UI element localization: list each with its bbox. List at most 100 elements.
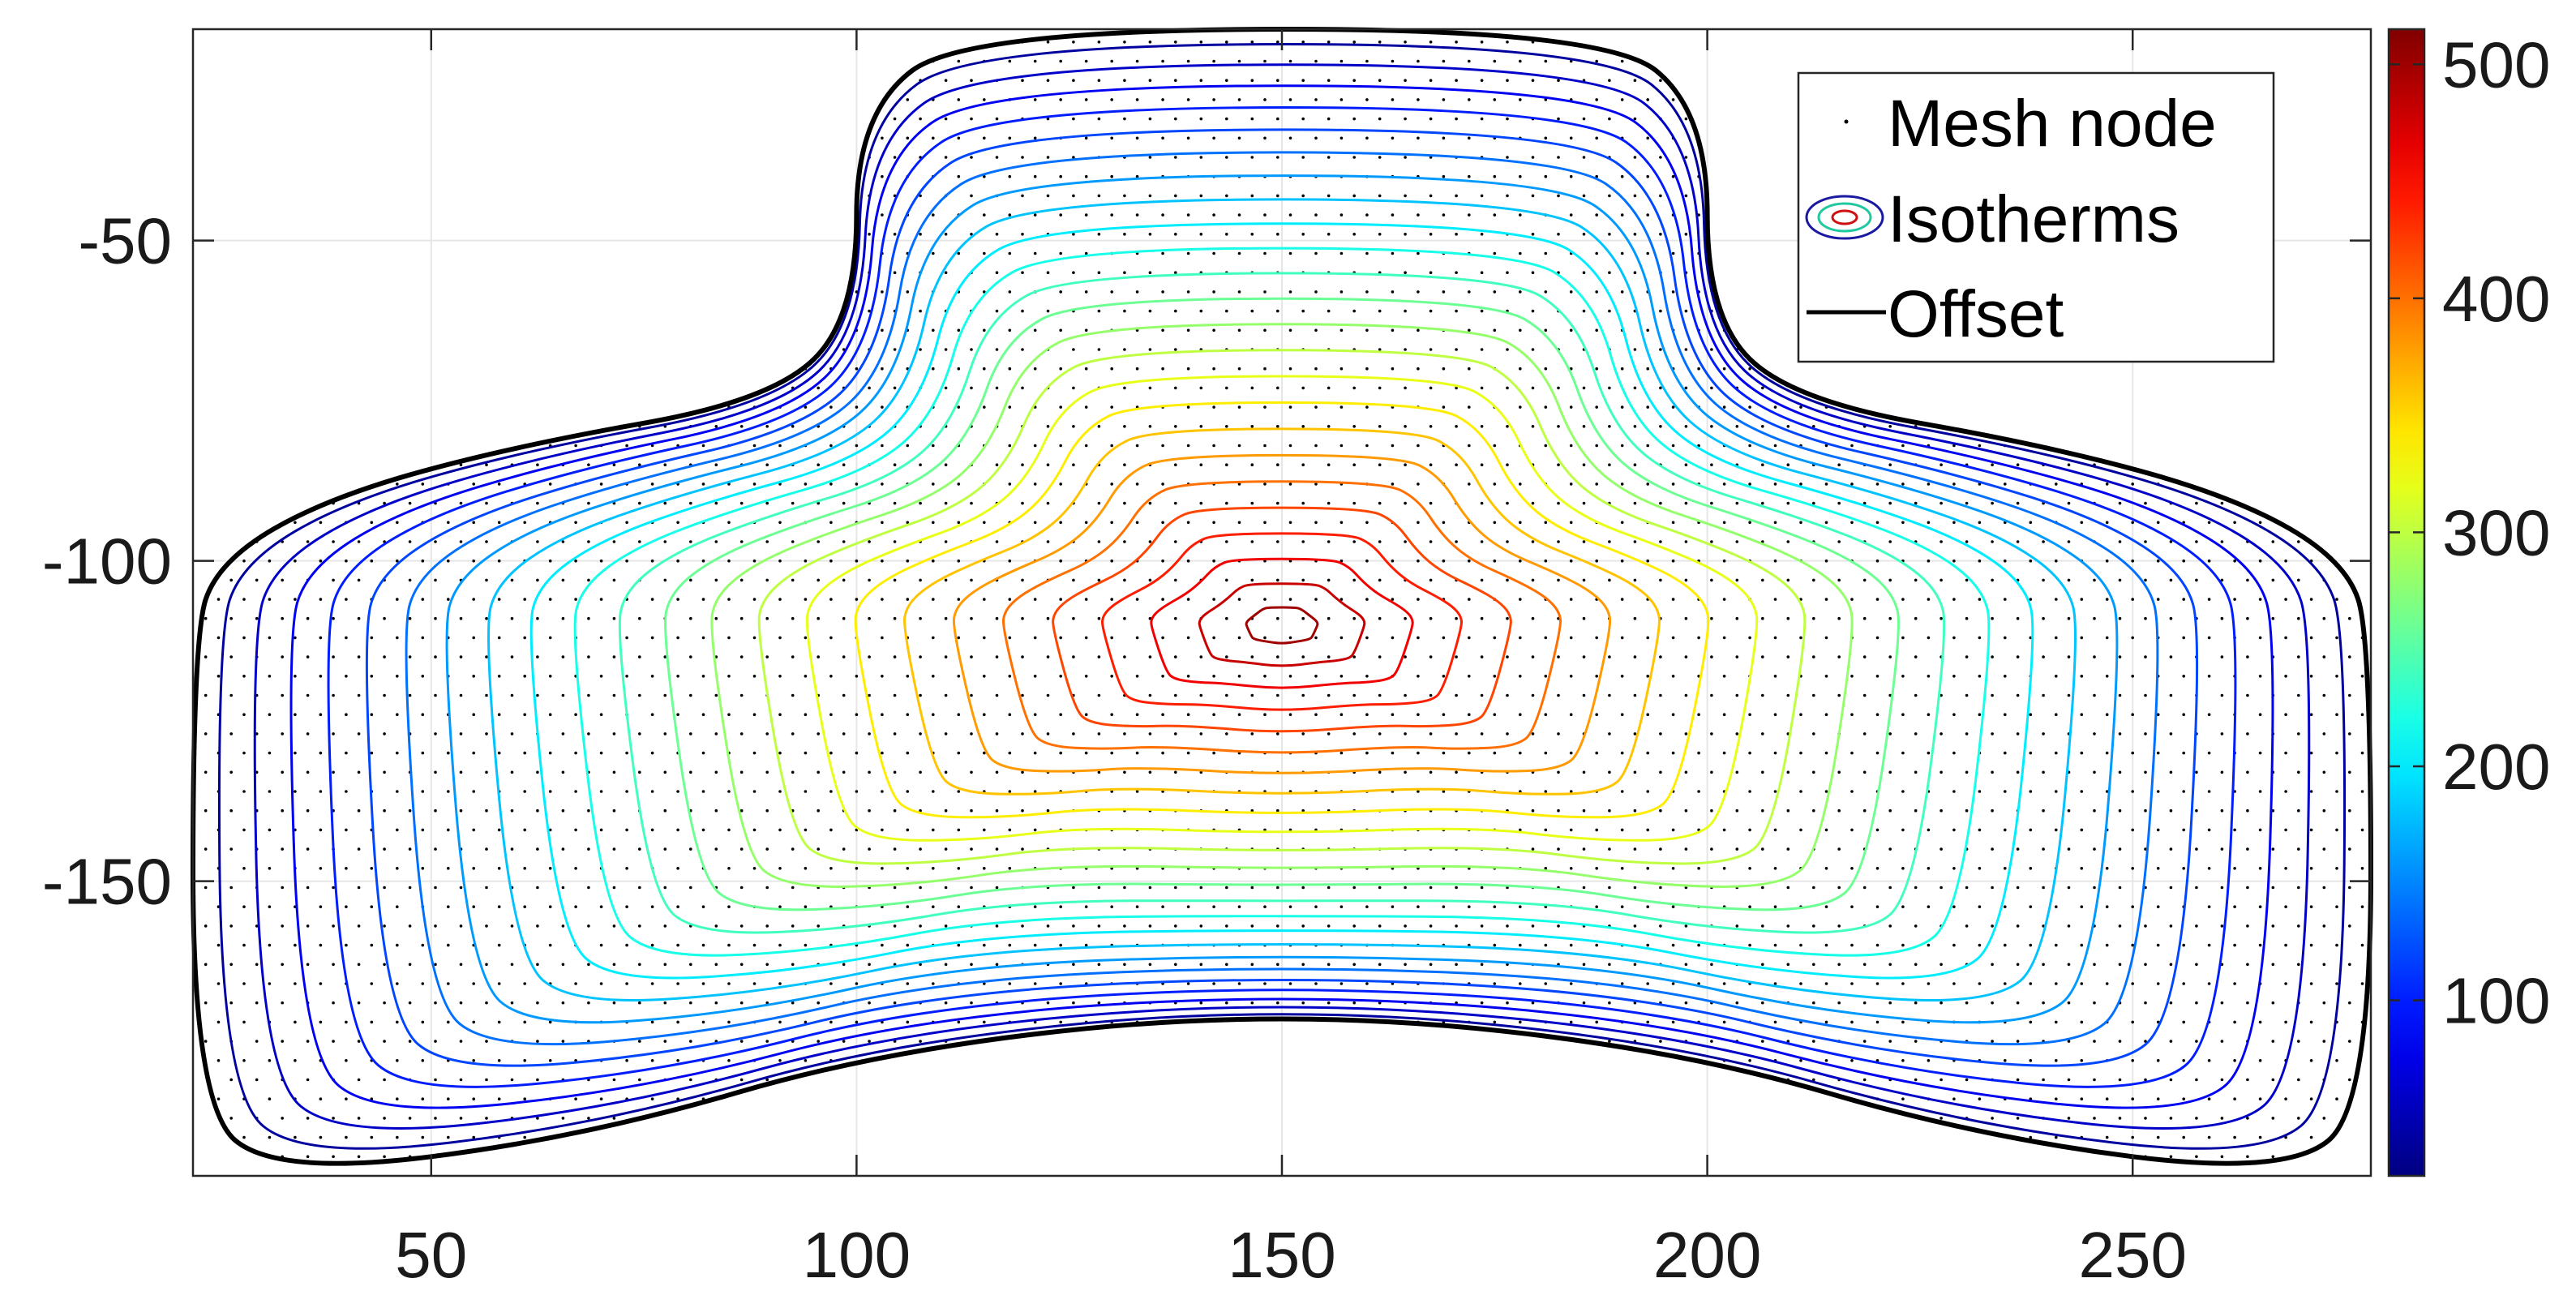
mesh-node xyxy=(2029,1135,2033,1139)
mesh-node xyxy=(345,1135,348,1139)
mesh-node xyxy=(485,1001,488,1005)
mesh-node xyxy=(1352,41,1356,44)
mesh-node xyxy=(1263,713,1267,716)
mesh-node xyxy=(1850,598,1854,601)
mesh-node xyxy=(932,559,935,563)
mesh-node xyxy=(1161,136,1164,140)
mesh-node xyxy=(485,732,488,736)
mesh-node xyxy=(1059,982,1062,985)
mesh-node xyxy=(1620,867,1624,870)
mesh-node xyxy=(1978,598,1982,601)
mesh-node xyxy=(1365,751,1369,755)
mesh-node xyxy=(1927,636,1931,640)
mesh-node xyxy=(1888,616,1892,620)
mesh-node xyxy=(676,1059,679,1062)
mesh-node xyxy=(778,943,782,947)
mesh-node xyxy=(919,233,922,236)
mesh-node xyxy=(1123,578,1126,582)
mesh-node xyxy=(1468,713,1471,716)
mesh-node xyxy=(281,1117,285,1120)
mesh-node xyxy=(485,463,488,466)
mesh-node xyxy=(1225,655,1228,658)
mesh-node xyxy=(778,982,782,985)
mesh-node xyxy=(242,675,246,678)
mesh-node xyxy=(868,616,871,620)
mesh-node xyxy=(1429,271,1433,275)
mesh-node xyxy=(421,790,425,793)
mesh-node xyxy=(2207,636,2211,640)
mesh-node xyxy=(765,1078,769,1082)
mesh-node xyxy=(1301,117,1305,121)
mesh-node xyxy=(2258,675,2262,678)
mesh-node xyxy=(1595,867,1598,870)
mesh-node xyxy=(2271,924,2275,928)
mesh-node xyxy=(1404,117,1407,121)
mesh-node xyxy=(1365,444,1369,448)
mesh-node xyxy=(2309,790,2313,793)
mesh-node xyxy=(2118,924,2122,928)
mesh-node xyxy=(638,847,641,851)
mesh-node xyxy=(1352,156,1356,159)
mesh-node xyxy=(1646,367,1649,371)
mesh-node xyxy=(1021,386,1024,390)
mesh-node xyxy=(701,790,705,793)
mesh-node xyxy=(1225,886,1228,890)
mesh-node xyxy=(1569,675,1573,678)
mesh-node xyxy=(1901,675,1905,678)
mesh-node xyxy=(689,770,692,774)
mesh-node xyxy=(2156,982,2160,985)
mesh-node xyxy=(689,501,692,505)
mesh-node xyxy=(2016,693,2020,697)
mesh-node xyxy=(1684,886,1688,890)
mesh-node xyxy=(739,1078,744,1082)
mesh-node xyxy=(1225,578,1228,582)
mesh-node xyxy=(2297,963,2300,967)
mesh-node xyxy=(1710,808,1713,813)
mesh-node xyxy=(1837,693,1841,697)
mesh-node xyxy=(2169,924,2173,928)
mesh-node xyxy=(561,847,565,851)
mesh-node xyxy=(1671,174,1675,178)
mesh-node xyxy=(752,444,757,448)
mesh-node xyxy=(459,616,463,620)
mesh-node xyxy=(2322,963,2326,967)
mesh-node xyxy=(1072,386,1075,390)
mesh-node xyxy=(2348,770,2351,774)
mesh-node xyxy=(1288,713,1292,716)
mesh-node xyxy=(804,867,808,870)
mesh-node xyxy=(2169,1155,2173,1159)
mesh-node xyxy=(829,405,833,409)
mesh-node xyxy=(1646,751,1649,755)
mesh-node xyxy=(2016,732,2020,736)
mesh-node xyxy=(1786,808,1790,813)
mesh-node xyxy=(268,1097,272,1100)
mesh-node xyxy=(434,616,437,620)
mesh-node xyxy=(739,1001,744,1005)
mesh-node xyxy=(1301,41,1305,44)
mesh-node xyxy=(1352,1001,1356,1005)
mesh-node xyxy=(345,559,348,563)
mesh-node xyxy=(1199,386,1203,390)
mesh-node xyxy=(957,251,961,255)
mesh-node xyxy=(919,501,922,505)
isotherm-line xyxy=(903,427,1661,796)
mesh-node xyxy=(1901,867,1905,870)
mesh-node xyxy=(906,751,910,755)
mesh-node xyxy=(983,982,986,985)
mesh-node xyxy=(268,943,272,947)
mesh-node xyxy=(1059,636,1062,640)
mesh-node xyxy=(1021,808,1024,813)
mesh-node xyxy=(1084,328,1088,332)
mesh-node xyxy=(1276,425,1279,428)
mesh-node xyxy=(1288,636,1292,640)
mesh-node xyxy=(2284,982,2287,985)
mesh-node xyxy=(1480,348,1484,351)
mesh-node xyxy=(1862,808,1867,813)
mesh-node xyxy=(2144,616,2147,620)
mesh-node xyxy=(1710,655,1713,658)
mesh-node xyxy=(2067,963,2071,967)
mesh-node xyxy=(1569,1020,1573,1024)
mesh-node xyxy=(906,675,910,678)
mesh-node xyxy=(1620,521,1624,525)
mesh-node xyxy=(1033,98,1037,101)
